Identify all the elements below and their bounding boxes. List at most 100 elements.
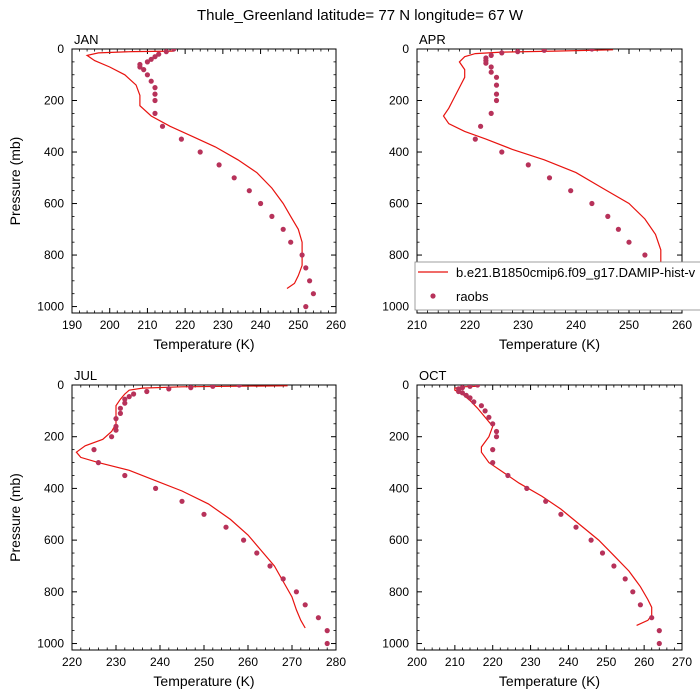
panels-group: JAN 190 200 210 220 230 240 250 260 0 200 400 600 800… [7,32,692,689]
x-tick-label: 230 [513,318,533,332]
raobs-point [467,395,473,401]
raobs-point [615,226,622,232]
y-tick-label: 200 [389,430,409,444]
x-tick-label: 220 [175,318,195,332]
raobs-point [171,49,177,52]
raobs-point [488,52,494,59]
raobs-point [488,64,494,70]
y-tick-label: 1000 [37,637,64,651]
raobs-point [159,123,166,129]
model-profile-line [75,385,306,629]
raobs-point [144,72,150,78]
x-tick-label: 230 [106,655,126,669]
y-tick-label: 0 [402,42,409,56]
raobs-point [299,252,305,258]
raobs-point [152,54,158,60]
x-tick-label: 250 [194,655,214,669]
raobs-point [630,589,636,595]
x-tick-label: 230 [521,655,541,669]
raobs-point [293,589,299,595]
panel-title: OCT [419,368,447,383]
raobs-point [310,291,316,297]
raobs-point [637,602,644,608]
raobs-point [505,472,511,479]
raobs-point [302,602,308,608]
raobs-point [478,403,484,409]
y-tick-label: 1000 [37,300,64,314]
y-tick-label: 600 [389,197,409,211]
raobs-point [122,396,128,402]
raobs-point [656,640,662,647]
raobs-point [493,428,500,435]
raobs-point [588,537,594,543]
x-tick-label: 240 [558,655,578,669]
raobs-point [258,200,264,207]
legend-box [414,261,700,311]
raobs-point [179,498,185,504]
raobs-point [303,265,309,271]
x-tick-label: 220 [62,655,82,669]
raobs-point [254,550,260,556]
panel-title: APR [419,32,446,47]
raobs-point [236,385,242,388]
x-tick-label: 200 [100,318,120,332]
y-axis-label: Pressure (mb) [7,137,23,226]
raobs-point [117,405,123,411]
raobs-point [605,213,611,219]
y-tick-label: 600 [44,533,64,547]
raobs-point [141,67,147,73]
y-tick-label: 400 [44,481,64,495]
raobs-point [546,175,553,181]
panel-apr: APR 210 220 230 240 250 260 0 200 400 600 800 1000 Te… [382,32,692,352]
legend-obs-marker [430,293,436,299]
x-tick-label: 190 [62,318,82,332]
panel-jul: JUL 220 230 240 250 260 270 280 0 200 400 600 800 100… [7,368,346,689]
plot-area [442,49,669,310]
raobs-point [541,49,547,53]
raobs-point [478,123,484,129]
raobs-point [269,213,275,219]
raobs-point [95,460,101,466]
raobs-point [482,408,488,414]
raobs-point [267,563,273,569]
x-tick-label: 280 [326,655,346,669]
raobs-point [493,97,500,104]
plot-frame [416,48,683,314]
raobs-point [197,149,203,155]
x-tick-label: 260 [634,655,654,669]
raobs-point [626,239,632,245]
x-tick-label: 270 [672,655,692,669]
panel-title: JUL [74,368,97,383]
raobs-point [324,628,330,634]
y-tick-label: 200 [44,430,64,444]
panel-jan: JAN 190 200 210 220 230 240 250 260 0 200 400 600 800… [7,32,346,352]
raobs-point [488,110,494,116]
x-tick-label: 240 [251,318,271,332]
y-tick-label: 400 [389,481,409,495]
raobs-point [459,390,465,396]
y-tick-label: 400 [389,145,409,159]
raobs-point [568,188,574,194]
y-tick-label: 600 [389,533,409,547]
raobs-point [280,226,286,232]
x-tick-label: 220 [483,655,503,669]
raobs-point [117,410,123,416]
y-tick-label: 800 [44,585,64,599]
x-tick-label: 200 [407,655,427,669]
plot-area [454,385,662,647]
y-tick-label: 800 [389,248,409,262]
raobs-point [558,511,564,517]
raobs-point [216,162,222,168]
raobs-point [188,385,194,391]
x-tick-label: 260 [672,318,692,332]
y-tick-label: 200 [44,94,64,108]
raobs-point [471,399,477,405]
raobs-point [499,50,505,56]
x-tick-label: 250 [619,318,639,332]
raobs-point [148,56,154,62]
raobs-point [490,447,496,453]
raobs-point [210,385,216,389]
raobs-point [622,576,628,582]
raobs-point [303,304,309,310]
